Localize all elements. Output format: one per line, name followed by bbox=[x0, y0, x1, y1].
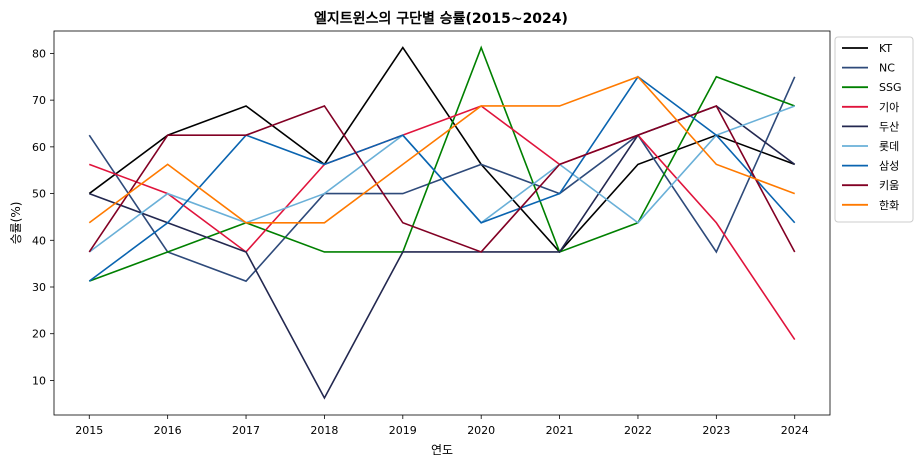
y-tick-label: 10 bbox=[32, 374, 46, 387]
y-tick-label: 30 bbox=[32, 281, 46, 294]
y-axis-label: 승률(%) bbox=[9, 202, 23, 245]
legend-label: 두산 bbox=[879, 120, 899, 133]
y-tick-label: 60 bbox=[32, 141, 46, 154]
x-axis: 2015 2016 2017 2018 2019 2020 2021 2022 2023 2024 bbox=[75, 415, 809, 437]
legend-label: 기아 bbox=[879, 101, 899, 114]
x-tick-label: 2016 bbox=[154, 424, 182, 437]
legend-label: 한화 bbox=[879, 199, 899, 212]
legend-label: 키움 bbox=[879, 179, 899, 192]
legend-frame bbox=[834, 36, 914, 223]
legend-label: NC bbox=[879, 62, 895, 75]
legend-label: SSG bbox=[879, 81, 902, 94]
series-line bbox=[88, 75, 796, 282]
legend-label: KT bbox=[879, 42, 892, 55]
x-tick-label: 2019 bbox=[389, 424, 417, 437]
x-tick-label: 2017 bbox=[232, 424, 260, 437]
x-tick-label: 2020 bbox=[467, 424, 495, 437]
y-tick-label: 20 bbox=[32, 328, 46, 341]
x-tick-label: 2015 bbox=[75, 424, 103, 437]
y-tick-label: 70 bbox=[32, 94, 46, 107]
y-axis: 10 20 30 40 50 60 70 80 bbox=[32, 47, 54, 387]
x-tick-label: 2018 bbox=[310, 424, 338, 437]
y-tick-label: 80 bbox=[32, 47, 46, 60]
chart-title: 엘지트윈스의 구단별 승률(2015~2024) bbox=[314, 10, 568, 27]
x-axis-label: 연도 bbox=[431, 443, 453, 457]
series-lines bbox=[88, 45, 796, 400]
x-tick-label: 2024 bbox=[781, 424, 809, 437]
legend-label: 롯데 bbox=[879, 140, 899, 153]
legend-label: 삼성 bbox=[879, 160, 899, 173]
x-tick-label: 2023 bbox=[702, 424, 730, 437]
x-tick-label: 2022 bbox=[624, 424, 652, 437]
plot-area bbox=[53, 30, 831, 416]
x-tick-label: 2021 bbox=[546, 424, 574, 437]
series-line bbox=[88, 75, 796, 224]
y-tick-label: 50 bbox=[32, 188, 46, 201]
y-tick-label: 40 bbox=[32, 234, 46, 247]
